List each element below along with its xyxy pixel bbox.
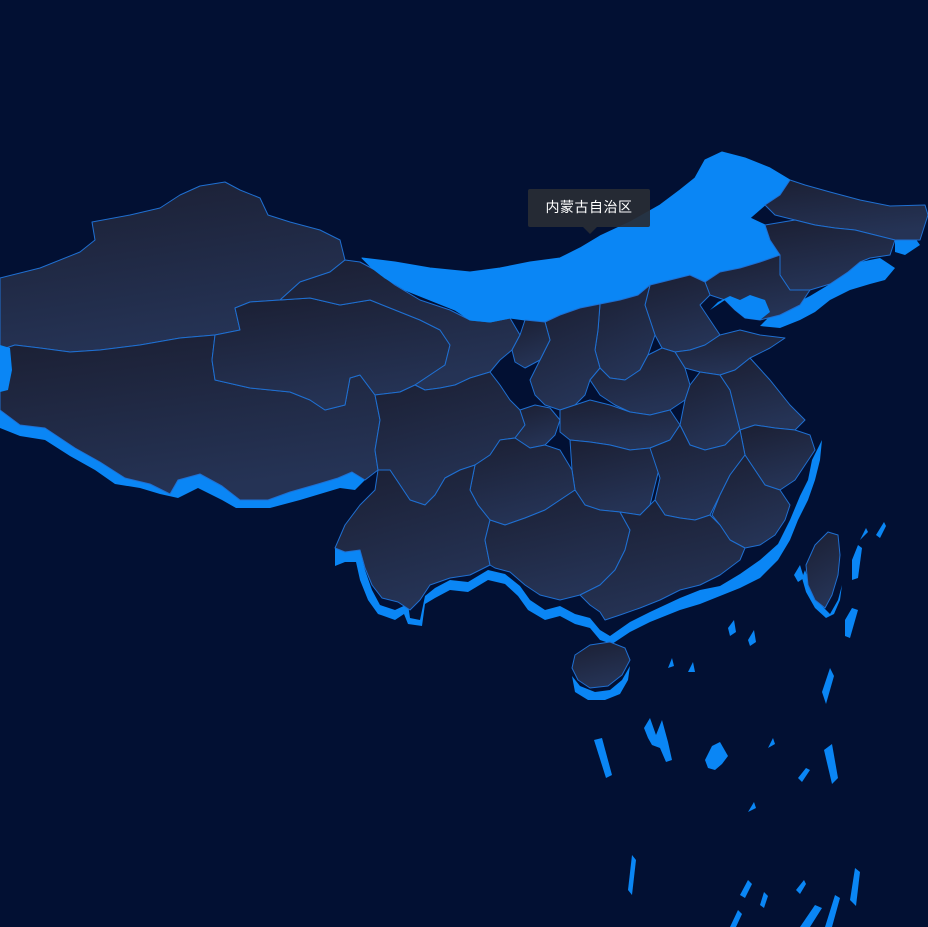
island-5 (850, 868, 860, 906)
island-11 (728, 620, 736, 636)
bohai-coast (710, 295, 770, 320)
island-3 (824, 744, 838, 784)
region-taiwan[interactable] (805, 531, 841, 609)
extrusion-hainan (572, 666, 630, 700)
island-6 (852, 545, 862, 580)
island-23 (876, 522, 886, 538)
region-guangdong[interactable] (579, 499, 746, 621)
region-hainan[interactable] (571, 641, 631, 689)
region-yunnan[interactable] (334, 464, 491, 611)
tooltip-pointer (583, 227, 597, 234)
extrusion-taiwan (802, 570, 842, 618)
region-chongqing[interactable] (514, 404, 561, 449)
region-tooltip: 内蒙古自治区 (528, 189, 650, 227)
provinces-layer[interactable] (0, 151, 928, 689)
island-17 (740, 880, 752, 898)
island-20 (730, 910, 742, 927)
island-24 (860, 528, 868, 540)
island-1 (594, 738, 612, 778)
south-sea-islands (0, 345, 886, 927)
island-13 (668, 658, 674, 668)
island-12 (748, 630, 756, 646)
island-25 (794, 565, 804, 582)
island-19 (796, 880, 806, 894)
island-21 (800, 905, 822, 927)
island-15 (768, 738, 775, 748)
region-ningxia[interactable] (511, 319, 551, 369)
tooltip-label: 内蒙古自治区 (545, 200, 633, 216)
island-26 (0, 345, 12, 392)
island-10 (705, 742, 728, 770)
island-4 (628, 855, 636, 895)
extrusion-southwest (335, 440, 822, 644)
island-16 (748, 802, 756, 812)
extrusion-west (0, 410, 365, 508)
island-2 (822, 668, 834, 704)
island-8 (798, 768, 810, 782)
island-7 (845, 608, 858, 638)
island-22 (825, 895, 840, 927)
island-9 (644, 718, 672, 762)
island-18 (760, 892, 768, 908)
island-14 (688, 662, 695, 672)
